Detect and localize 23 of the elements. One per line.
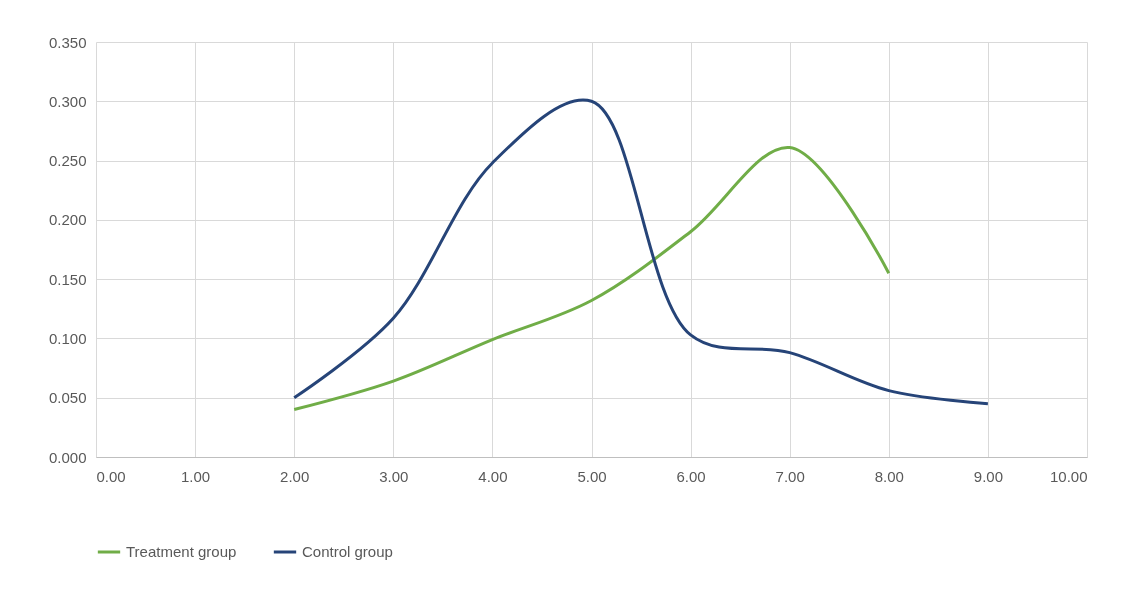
y-tick-label: 0.150: [48, 270, 87, 288]
y-tick-label: 0.350: [48, 33, 87, 51]
x-tick-label: 10.00: [1049, 467, 1088, 485]
y-tick-label: 0.250: [48, 152, 87, 170]
x-tick-label: 2.00: [280, 467, 310, 485]
x-tick-label: 3.00: [379, 467, 409, 485]
x-tick-label: 7.00: [775, 467, 805, 485]
y-tick-label: 0.100: [48, 329, 87, 347]
legend-label: Treatment group: [126, 543, 237, 560]
x-tick-label: 1.00: [181, 467, 211, 485]
y-tick-label: 0.050: [48, 389, 87, 407]
legend-label: Control group: [302, 543, 393, 560]
line-series: [292, 146, 891, 412]
x-tick-label: 0.00: [96, 467, 126, 485]
line-series: [292, 98, 990, 406]
x-tick-label: 4.00: [478, 467, 508, 485]
x-tick-label: 6.00: [676, 467, 706, 485]
x-tick-label: 8.00: [874, 467, 904, 485]
y-tick-label: 0.200: [48, 211, 87, 229]
y-tick-label: 0.300: [48, 92, 87, 110]
x-tick-label: 9.00: [973, 467, 1003, 485]
x-tick-label: 5.00: [577, 467, 607, 485]
y-tick-label: 0.000: [48, 448, 87, 466]
